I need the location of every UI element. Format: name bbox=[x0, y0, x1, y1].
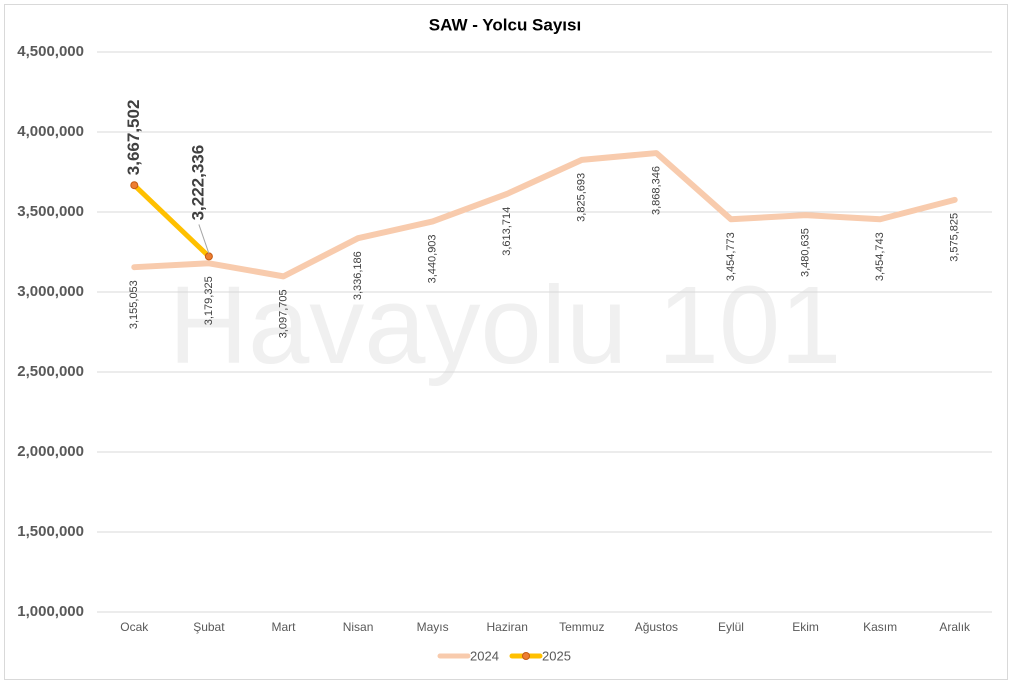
data-label: 3,667,502 bbox=[124, 100, 143, 176]
y-tick-label: 2,500,000 bbox=[17, 363, 84, 380]
x-tick-label: Haziran bbox=[487, 620, 528, 634]
data-label: 3,440,903 bbox=[427, 234, 439, 283]
chart-frame bbox=[4, 4, 1008, 680]
data-label: 3,179,325 bbox=[203, 276, 215, 325]
data-label: 3,454,743 bbox=[874, 232, 886, 281]
y-tick-label: 4,500,000 bbox=[17, 43, 84, 60]
legend-label: 2025 bbox=[542, 648, 571, 663]
data-label: 3,575,825 bbox=[949, 213, 961, 262]
y-tick-label: 3,500,000 bbox=[17, 203, 84, 220]
data-label: 3,613,714 bbox=[501, 207, 513, 256]
x-tick-label: Şubat bbox=[193, 620, 225, 634]
data-label: 3,825,693 bbox=[576, 173, 588, 222]
y-tick-label: 1,000,000 bbox=[17, 603, 84, 620]
data-label: 3,097,705 bbox=[277, 289, 289, 338]
x-tick-label: Eylül bbox=[718, 620, 744, 634]
data-label: 3,222,336 bbox=[188, 145, 207, 221]
data-label: 3,336,186 bbox=[352, 251, 364, 300]
point-marker bbox=[204, 252, 213, 261]
y-tick-label: 3,000,000 bbox=[17, 283, 84, 300]
x-tick-label: Mart bbox=[271, 620, 296, 634]
data-label: 3,868,346 bbox=[650, 166, 662, 215]
x-tick-label: Mayıs bbox=[417, 620, 449, 634]
x-tick-label: Nisan bbox=[343, 620, 374, 634]
y-tick-label: 4,000,000 bbox=[17, 123, 84, 140]
watermark: Havayolu 101 bbox=[169, 264, 842, 387]
x-tick-label: Ağustos bbox=[635, 620, 678, 634]
x-tick-label: Temmuz bbox=[559, 620, 604, 634]
data-label: 3,454,773 bbox=[725, 232, 737, 281]
leader-line bbox=[198, 224, 210, 254]
x-tick-label: Ekim bbox=[792, 620, 819, 634]
x-tick-label: Kasım bbox=[863, 620, 897, 634]
data-label: 3,480,635 bbox=[799, 228, 811, 277]
data-label: 3,155,053 bbox=[128, 280, 140, 329]
x-tick-label: Ocak bbox=[120, 620, 149, 634]
y-tick-label: 2,000,000 bbox=[17, 443, 84, 460]
y-tick-label: 1,500,000 bbox=[17, 523, 84, 540]
series-line bbox=[131, 150, 958, 280]
chart-title: SAW - Yolcu Sayısı bbox=[429, 15, 581, 34]
point-marker bbox=[130, 181, 139, 190]
series-line bbox=[131, 182, 212, 259]
legend-label: 2024 bbox=[470, 648, 499, 663]
x-tick-label: Aralık bbox=[939, 620, 971, 634]
legend-marker bbox=[522, 652, 530, 660]
